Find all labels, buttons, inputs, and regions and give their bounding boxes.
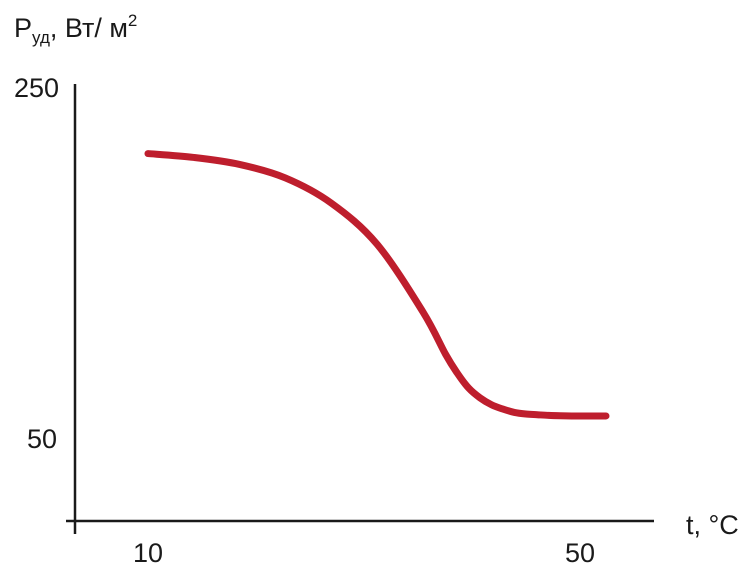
x-axis-title: t, °C: [686, 510, 739, 540]
x-tick-label-10: 10: [133, 538, 163, 568]
data-line: [144, 150, 610, 420]
y-tick-label-250: 250: [14, 73, 59, 103]
y-tick-label-50: 50: [27, 424, 57, 454]
x-tick-label-50: 50: [565, 538, 595, 568]
y-axis-title-subscript: уд: [32, 28, 50, 47]
y-axis-title-superscript: 2: [128, 11, 137, 30]
y-axis-title-main: P: [14, 13, 32, 43]
y-axis-title: Pуд, Вт/ м2: [14, 11, 137, 47]
y-axis-title-rest: , Вт/ м: [50, 13, 128, 43]
